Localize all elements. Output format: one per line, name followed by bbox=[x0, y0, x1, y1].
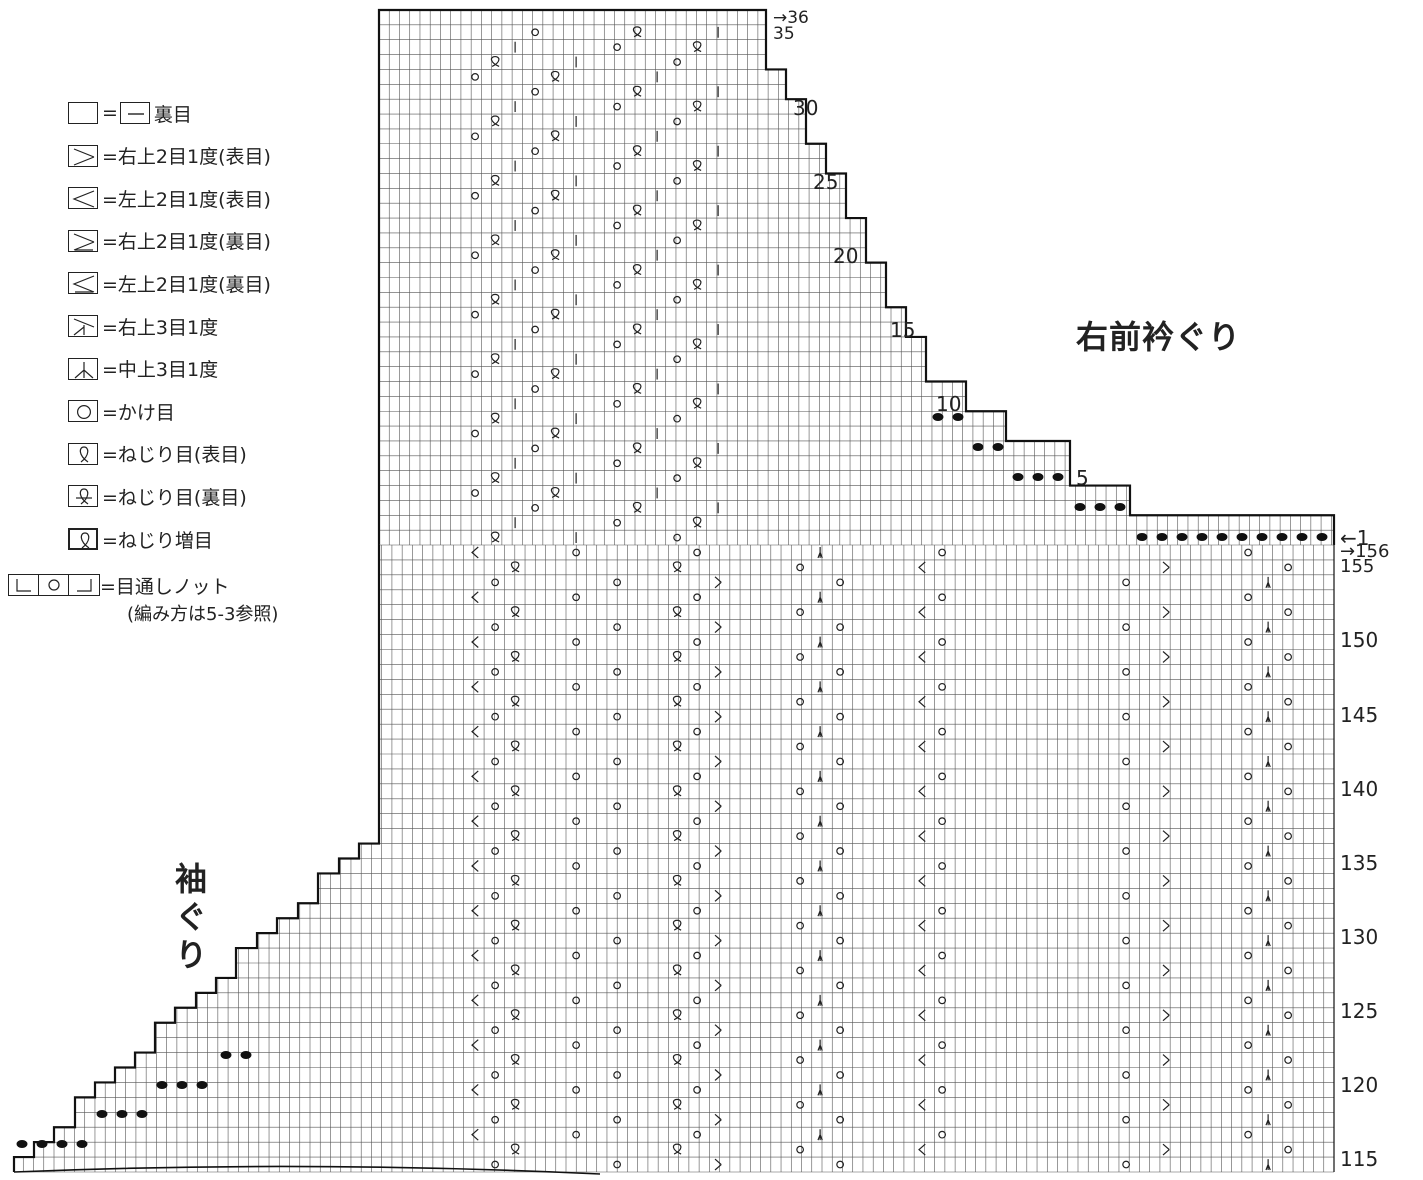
legend-item-k3tog-right: =右上3目1度 bbox=[8, 313, 218, 339]
legend-text: =ねじり目(裏目) bbox=[102, 486, 247, 509]
row-label-bottom: 125 bbox=[1340, 999, 1379, 1023]
knot-symbol-icon bbox=[8, 574, 100, 596]
row-label-30: 30 bbox=[793, 96, 819, 120]
bind-off-dots bbox=[16, 413, 1328, 1148]
yarn-over-icon bbox=[68, 400, 98, 423]
row-label-bottom: 150 bbox=[1340, 628, 1379, 652]
legend-text: =ねじり増目 bbox=[102, 529, 213, 552]
row-label-35: 35 bbox=[773, 24, 795, 44]
legend-item-twisted-purl: =ねじり目(裏目) bbox=[8, 483, 247, 509]
row-label-36: →36 bbox=[773, 8, 809, 28]
row-label-20: 20 bbox=[833, 244, 859, 268]
legend-text: =かけ目 bbox=[102, 401, 175, 424]
row-label-bottom: 145 bbox=[1340, 703, 1379, 727]
row-label-5: 5 bbox=[1076, 466, 1089, 490]
row-label-1: ←1 bbox=[1340, 526, 1370, 550]
row-label-bottom: →156 bbox=[1340, 541, 1390, 562]
twisted-increase-icon bbox=[68, 528, 98, 550]
legend-item-k3tog-center: =中上3目1度 bbox=[8, 356, 218, 382]
knot-text: =目通しノット bbox=[100, 575, 230, 598]
legend-text: =左上2目1度(裏目) bbox=[102, 273, 271, 296]
twisted-knit-icon bbox=[68, 442, 98, 465]
legend-item-k2tog-right: =右上2目1度(表目) bbox=[8, 143, 271, 169]
left-armhole-label: 袖ぐり bbox=[170, 862, 208, 976]
row-label-25: 25 bbox=[813, 170, 839, 194]
stitch-symbols bbox=[471, 26, 1292, 1171]
row-label-bottom: 130 bbox=[1340, 925, 1379, 949]
k2tog-left-icon bbox=[68, 187, 98, 210]
k2tog-right-icon bbox=[68, 144, 98, 167]
row-label-bottom: 140 bbox=[1340, 777, 1379, 801]
legend-text: =ねじり目(表目) bbox=[102, 444, 247, 467]
legend-text: =右上3目1度 bbox=[102, 316, 219, 339]
k3tog-center-icon bbox=[68, 357, 98, 380]
legend-knot: =目通しノット bbox=[8, 574, 230, 598]
legend-text: =右上2目1度(裏目) bbox=[102, 231, 271, 254]
legend-text: 裏目 bbox=[153, 103, 192, 126]
neck-chart-grid bbox=[377, 8, 1336, 545]
k3tog-right-icon bbox=[68, 315, 98, 337]
knot-note: (編み方は5-3参照) bbox=[127, 604, 279, 625]
legend-item-p2tog-right: =右上2目1度(裏目) bbox=[8, 228, 271, 254]
p2tog-left-icon bbox=[68, 272, 98, 295]
p2tog-right-icon bbox=[68, 229, 98, 252]
row-label-10: 10 bbox=[936, 392, 962, 416]
row-label-bottom: 135 bbox=[1340, 851, 1379, 875]
row-label-15: 15 bbox=[890, 318, 916, 342]
row-label-bottom: 155 bbox=[1340, 556, 1375, 577]
legend-text: =右上2目1度(表目) bbox=[102, 146, 271, 169]
legend-item-yarn-over: =かけ目 bbox=[8, 398, 175, 424]
twisted-purl-icon bbox=[68, 485, 98, 508]
legend-text: =左上2目1度(表目) bbox=[102, 188, 271, 211]
row-label-bottom: 120 bbox=[1340, 1073, 1379, 1097]
purl-icon bbox=[119, 102, 150, 124]
legend-item-purl: = 裏目 bbox=[8, 100, 192, 126]
row-label-bottom: 115 bbox=[1340, 1147, 1379, 1171]
purl-icon bbox=[68, 102, 98, 124]
armhole-chart-grid bbox=[12, 544, 1335, 1175]
legend-item-twisted-knit: =ねじり目(表目) bbox=[8, 441, 247, 467]
legend-text: =中上3目1度 bbox=[102, 359, 219, 382]
legend-item-twisted-increase: =ねじり増目 bbox=[8, 526, 213, 552]
right-neck-label: 右前衿ぐり bbox=[1076, 318, 1242, 356]
legend-item-k2tog-left: =左上2目1度(表目) bbox=[8, 185, 271, 211]
legend-item-p2tog-left: =左上2目1度(裏目) bbox=[8, 270, 271, 296]
legend-text: = bbox=[102, 102, 118, 124]
